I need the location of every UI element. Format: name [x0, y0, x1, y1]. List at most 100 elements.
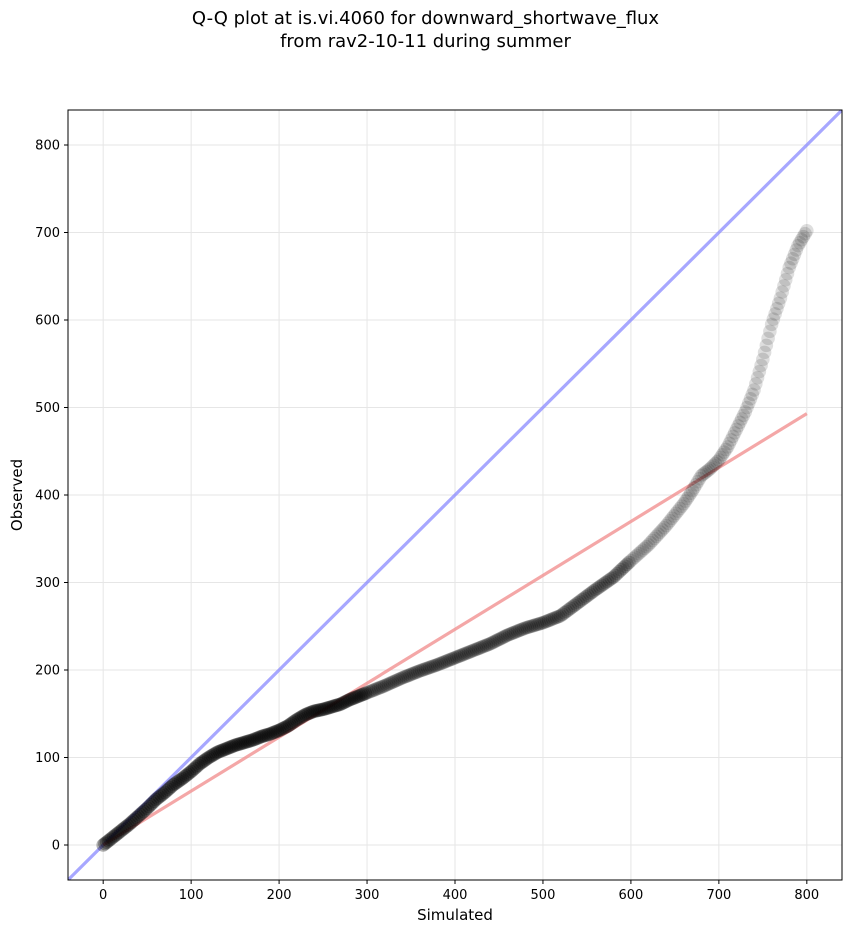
quantile-point [635, 543, 650, 557]
quantile-point [791, 238, 805, 253]
quantile-point [555, 607, 570, 622]
quantile-point [616, 561, 630, 575]
quantile-point [106, 829, 121, 844]
quantile-point [750, 370, 765, 385]
quantile-point [538, 615, 552, 629]
quantile-point [620, 557, 634, 572]
quantile-point [740, 400, 754, 415]
quantile-point [754, 358, 768, 373]
quantile-point [237, 735, 251, 750]
quantile-point [385, 675, 400, 690]
quantile-point [663, 513, 677, 528]
quantile-point [128, 812, 142, 827]
quantile-point [471, 641, 486, 656]
quantile-point [418, 662, 433, 676]
quantile-point [448, 650, 462, 665]
quantile-point [416, 662, 431, 677]
quantile-point [543, 612, 558, 627]
quantile-point [99, 835, 114, 849]
quantile-point [360, 685, 374, 700]
quantile-point [228, 738, 242, 753]
quantile-point [230, 737, 244, 752]
quantile-point [267, 725, 281, 740]
quantile-point [477, 639, 492, 653]
quantile-point [493, 632, 507, 646]
quantile-point [672, 501, 687, 516]
quantile-point [401, 668, 415, 683]
grid-lines [68, 110, 842, 880]
quantile-point [261, 727, 276, 742]
quantile-point [286, 715, 300, 730]
quantile-point [743, 391, 758, 406]
quantile-point [189, 759, 204, 774]
quantile-point [643, 535, 658, 550]
quantile-point [98, 836, 112, 851]
quantile-point [316, 702, 330, 717]
quantile-point [314, 702, 329, 717]
quantile-point [629, 548, 644, 563]
quantile-point [245, 733, 260, 747]
quantile-point [252, 730, 267, 744]
quantile-point [387, 674, 402, 689]
quantile-point [157, 785, 172, 800]
quantile-point [624, 553, 638, 568]
quantile-point [142, 799, 156, 814]
quantile-point [770, 301, 784, 316]
quantile-point [391, 672, 406, 687]
quantile-point [506, 625, 521, 640]
quantile-point [475, 640, 490, 654]
quantile-point [780, 266, 795, 281]
quantile-point [381, 677, 396, 691]
quantile-point [108, 828, 123, 842]
quantile-point [196, 754, 211, 768]
quantile-point [309, 703, 323, 718]
quantile-point [339, 694, 353, 709]
quantile-point [191, 758, 205, 772]
quantile-point [689, 477, 703, 492]
quantile-point [117, 821, 132, 835]
quantile-point [710, 454, 724, 469]
quantile-point [459, 646, 474, 660]
quantile-point [563, 601, 578, 616]
quantile-point [442, 653, 456, 667]
quantile-point [305, 705, 320, 719]
quantile-point [708, 456, 723, 471]
quantile-point [440, 654, 454, 668]
quantile-point [787, 247, 802, 262]
quantile-point [175, 771, 190, 786]
quantile-point [573, 594, 587, 608]
quantile-point [524, 619, 539, 634]
quantile-point [542, 613, 556, 628]
x-axis-label: Simulated [417, 906, 493, 924]
quantile-point [247, 732, 262, 747]
quantile-point [438, 654, 453, 669]
quantile-point [567, 598, 582, 613]
axis-ticks: 0 100 200 300 400 500 600 700 800 0 100 200 300 400 50… [35, 139, 819, 904]
quantile-point [281, 719, 295, 733]
quantile-point [293, 710, 308, 725]
quantile-point [729, 422, 744, 437]
quantile-point [129, 810, 144, 825]
quantile-point [766, 312, 781, 326]
quantile-point [657, 520, 671, 535]
quantile-point [699, 464, 714, 479]
y-tick-label: 800 [35, 139, 60, 154]
x-tick-label: 400 [443, 888, 468, 903]
quantile-point [639, 539, 654, 554]
quantile-point [113, 824, 128, 838]
quantile-point [575, 592, 589, 607]
quantile-point [649, 529, 664, 544]
quantile-point [734, 412, 749, 426]
fit-line [102, 412, 808, 847]
quantile-point [469, 642, 484, 656]
quantile-point [588, 582, 603, 597]
quantile-point [612, 564, 626, 579]
quantile-point [238, 735, 253, 749]
quantile-point [143, 797, 158, 812]
quantile-point [581, 588, 595, 603]
quantile-point [424, 659, 439, 674]
quantile-point [242, 734, 256, 748]
quantile-point [703, 461, 717, 476]
quantile-point [678, 494, 693, 508]
quantile-point [330, 698, 344, 712]
